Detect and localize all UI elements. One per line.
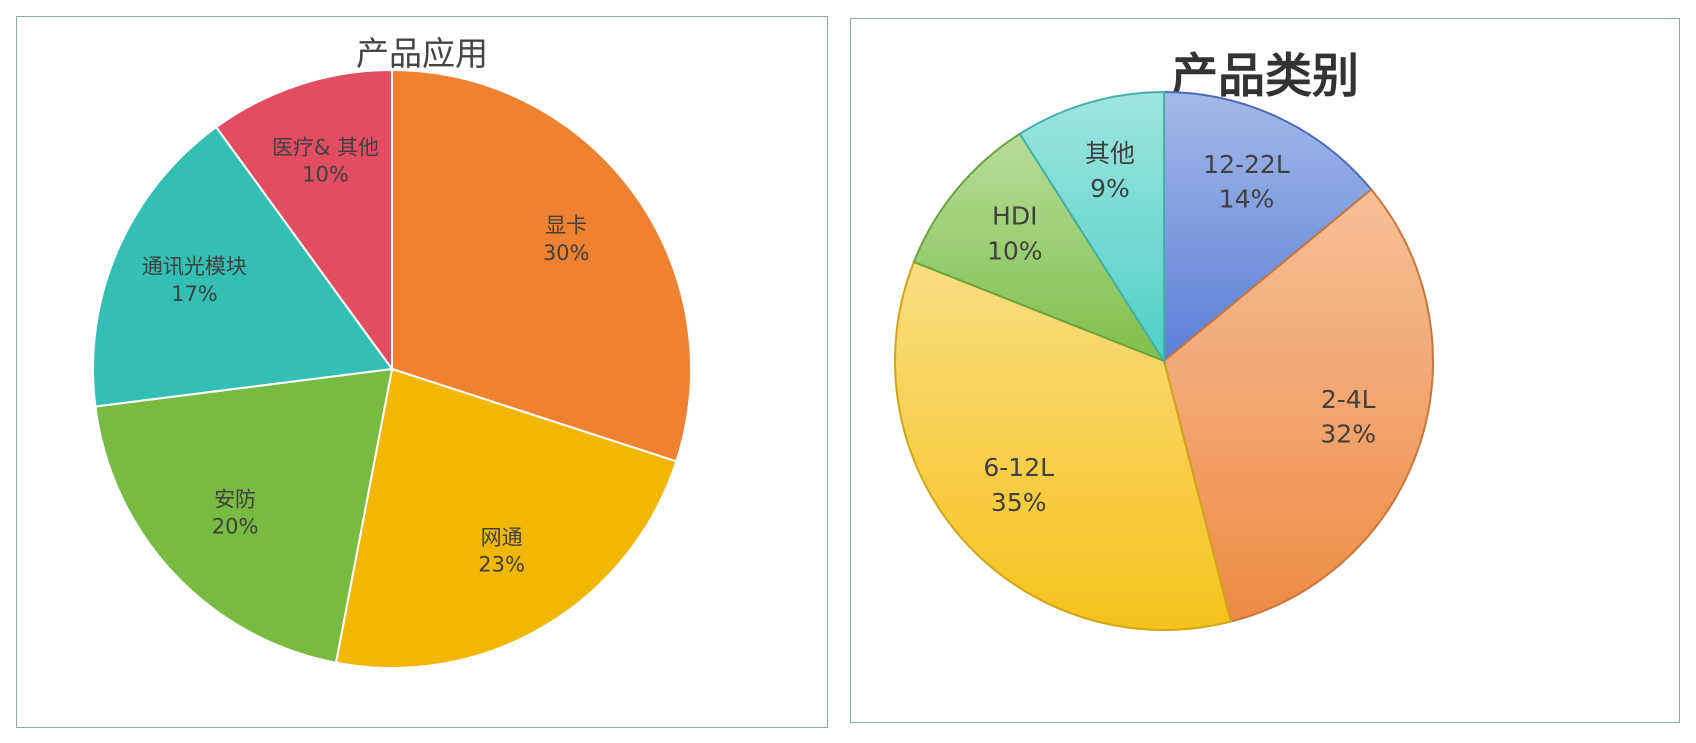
slice-value-label-3: 17% xyxy=(171,282,218,306)
slice-category-label-4: 其他 xyxy=(1085,139,1135,168)
slice-category-label-1: 网通 xyxy=(481,525,523,549)
slice-value-label-4: 9% xyxy=(1090,174,1130,203)
slice-category-label-3: HDI xyxy=(992,202,1037,231)
chart-title: 产品应用 xyxy=(356,34,488,73)
slice-value-label-0: 14% xyxy=(1219,185,1275,214)
slice-category-label-4: 医疗& 其他 xyxy=(272,135,379,159)
pie-slice-2 xyxy=(894,260,1233,631)
slice-category-label-2: 安防 xyxy=(214,487,256,511)
pie-slice-3 xyxy=(92,125,394,408)
slice-value-label-1: 23% xyxy=(478,553,525,577)
slice-value-label-2: 20% xyxy=(212,515,259,539)
slice-value-label-3: 10% xyxy=(987,236,1043,265)
chart-panel-product-application: 产品应用 显卡 30% 网通 23% 安防 20% 通讯光模块 17% 医疗& 其他 10% xyxy=(16,16,828,728)
pie-slice-4 xyxy=(1018,90,1165,365)
pie-slice-0 xyxy=(391,68,692,463)
slice-value-label-1: 32% xyxy=(1320,420,1376,449)
slice-category-label-0: 12-22L xyxy=(1203,150,1290,179)
pie-slice-1 xyxy=(334,367,678,669)
pie-slice-4 xyxy=(214,68,393,373)
slice-value-label-0: 30% xyxy=(543,241,590,265)
pie-slice-1 xyxy=(1162,188,1434,623)
slice-value-label-2: 35% xyxy=(991,488,1047,517)
slice-category-label-3: 通讯光模块 xyxy=(142,255,247,279)
slice-category-label-1: 2-4L xyxy=(1321,385,1376,414)
pie-slice-3 xyxy=(912,132,1167,364)
pie-slice-0 xyxy=(1163,90,1373,364)
pie-chart-product-application: 显卡 30% 网通 23% 安防 20% 通讯光模块 17% 医疗& 其他 10% xyxy=(92,68,692,669)
pie-chart-product-category: 12-22L 14% 2-4L 32% 6-12L 35% HDI 10% 其他 9% xyxy=(894,90,1434,631)
chart-panel-product-category: 产品类别 12-22L 14% 2-4L 32% 6-12L 35% HDI 10% 其他 9% xyxy=(850,18,1680,723)
slice-value-label-4: 10% xyxy=(302,163,349,187)
slice-category-label-2: 6-12L xyxy=(983,453,1054,482)
pie-slice-2 xyxy=(94,367,394,664)
slice-category-label-0: 显卡 xyxy=(545,213,587,237)
